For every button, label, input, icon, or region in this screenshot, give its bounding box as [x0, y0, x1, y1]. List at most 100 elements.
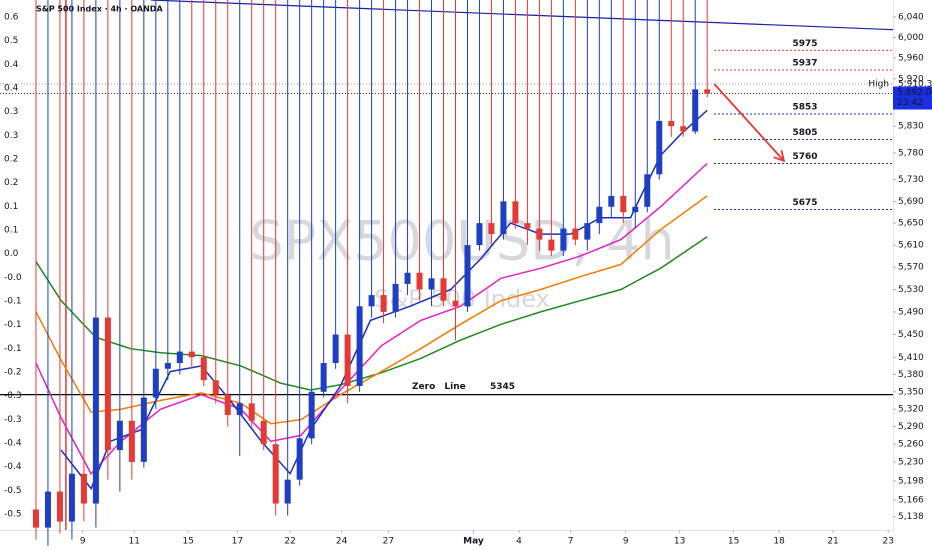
candle-body — [68, 473, 75, 522]
candle-body — [572, 228, 579, 240]
left-scale-label: 0.3 — [4, 107, 18, 117]
y-tick-label: 5,650 — [898, 219, 924, 229]
candle-body — [32, 509, 39, 528]
candle-body — [452, 300, 459, 307]
y-tick-label: 5,380 — [898, 370, 924, 380]
chart-title: S&P 500 Index · 4h · OANDA — [36, 5, 163, 14]
candle-body — [272, 444, 279, 504]
candle-body — [536, 228, 543, 240]
candle-body — [404, 272, 411, 284]
x-tick-label: May — [463, 537, 484, 547]
candle-body — [656, 120, 663, 175]
candle-body — [380, 295, 387, 312]
last-price-label: 5,892.0 — [897, 88, 932, 98]
left-scale-label: 0.6 — [4, 13, 19, 23]
last-price-tag — [893, 86, 932, 110]
y-tick-label: 5,198 — [898, 476, 924, 486]
candle-body — [416, 272, 423, 290]
candle-body — [464, 245, 471, 307]
y-tick-label: 5,166 — [898, 495, 924, 505]
candle-body — [548, 239, 555, 251]
left-scale-label: 0.1 — [4, 202, 18, 212]
candle-body — [320, 363, 327, 392]
y-tick-label: 5,610 — [898, 241, 924, 251]
x-tick-label: 9 — [80, 537, 86, 547]
left-scale-label: 0.0 — [4, 249, 19, 259]
candle-body — [308, 391, 315, 439]
candle-body — [224, 394, 231, 415]
x-tick-label: 7 — [568, 537, 574, 547]
y-tick-label: 5,920 — [898, 74, 924, 84]
left-scale-label: 0.5 — [4, 36, 18, 46]
plot: Zero Line 5345 5975 5937 5853 5805 5760 5675 — [0, 0, 894, 546]
candle-body — [584, 223, 591, 240]
x-tick-label: 4 — [516, 537, 522, 547]
candle-body — [632, 206, 639, 213]
left-scale-label: -0.3 — [4, 391, 22, 401]
y-tick-label: 5,570 — [898, 263, 924, 273]
candle-body — [368, 295, 375, 307]
y-tick-label: 5,138 — [898, 512, 924, 522]
level-label: 5937 — [792, 59, 817, 69]
y-tick-label: 5,320 — [898, 405, 924, 415]
y-tick-label: 5,960 — [898, 54, 924, 64]
x-tick-label: 21 — [827, 537, 838, 547]
moving-average — [35, 195, 708, 425]
candle-body — [560, 228, 567, 251]
left-scale-label: -0.5 — [4, 510, 22, 520]
level-label: 5805 — [792, 128, 817, 138]
candle-body — [284, 479, 291, 504]
candle-body — [128, 420, 135, 462]
x-tick-label: 24 — [336, 537, 348, 547]
high-label: High — [868, 79, 889, 89]
x-tick-label: 15 — [728, 537, 739, 547]
y-tick-label: 5,450 — [898, 330, 924, 340]
y-tick-label: 5,350 — [898, 387, 924, 397]
candle-body — [356, 306, 363, 386]
candle-body — [116, 420, 123, 451]
arrow-head — [773, 149, 786, 163]
candle-body — [212, 380, 219, 395]
candle-body — [620, 195, 627, 213]
left-scale-label: 0.4 — [4, 60, 19, 70]
x-tick-label: 13 — [674, 537, 685, 547]
left-scale-label: 0.3 — [4, 131, 18, 141]
moving-average — [60, 109, 708, 491]
left-scale-label: -0.4 — [4, 462, 22, 472]
y-tick-label: 6,000 — [898, 33, 924, 43]
candle-body — [476, 223, 483, 246]
left-scale-label: -0.3 — [4, 415, 22, 425]
candle-body — [56, 491, 63, 522]
y-tick-label: 5,490 — [898, 307, 924, 317]
y-tick-label: 5,410 — [898, 353, 924, 363]
left-scale-label: 0.1 — [4, 226, 18, 236]
high-value-label: 5,910.3 — [898, 79, 932, 89]
candle-body — [692, 89, 699, 132]
candle-body — [668, 120, 675, 127]
y-tick-label: 6,040 — [898, 12, 924, 22]
y-tick-label: 5,690 — [898, 197, 924, 207]
left-scale-label: -0.5 — [4, 486, 22, 496]
arrow — [713, 83, 785, 162]
candle-body — [440, 278, 447, 301]
left-scale-label: -0.2 — [4, 368, 22, 378]
zero-line-value: 5345 — [490, 382, 515, 392]
level-label: 5675 — [792, 198, 817, 208]
trendline — [151, 0, 894, 31]
left-scale-label: 0.4 — [4, 84, 19, 94]
left-scale-label: 0.2 — [4, 178, 18, 188]
candle-body — [392, 283, 399, 312]
candle-body — [188, 351, 195, 358]
y-tick-label: 5,730 — [898, 175, 924, 185]
candle-body — [296, 438, 303, 480]
left-scale-label: -0.1 — [4, 320, 22, 330]
x-tick-label: 15 — [182, 537, 193, 547]
candle-body — [200, 357, 207, 381]
candle-body — [236, 403, 243, 415]
candle-body — [344, 334, 351, 386]
x-tick-label: 23 — [882, 537, 893, 547]
candle-body — [260, 420, 267, 445]
left-scale-label: -0.1 — [4, 297, 22, 307]
candle-body — [704, 89, 711, 94]
